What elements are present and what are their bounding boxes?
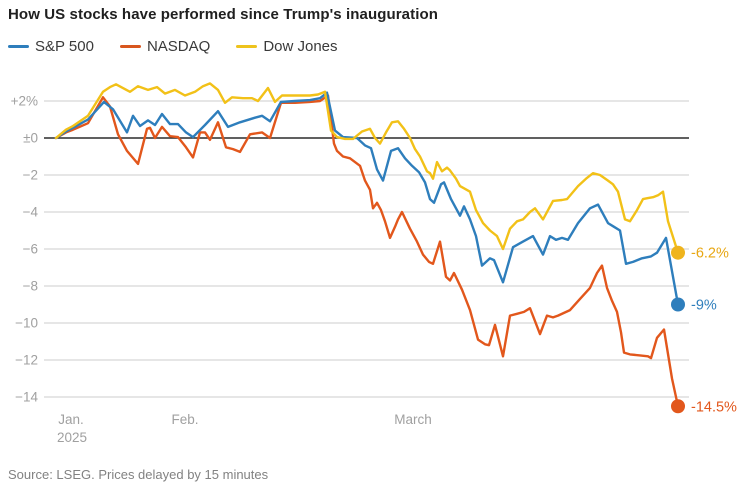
series-end-label: -6.2% (691, 246, 729, 262)
legend-label: NASDAQ (146, 38, 211, 55)
y-tick-label: −8 (23, 279, 38, 294)
legend-label: S&P 500 (35, 38, 94, 55)
legend-swatch (8, 45, 29, 48)
series-line (54, 82, 680, 254)
chart-title: How US stocks have performed since Trump… (8, 6, 438, 23)
x-axis-labels: Jan. 2025 Feb. March (57, 412, 432, 445)
series-end-dot (671, 399, 685, 414)
source-note: Source: LSEG. Prices delayed by 15 minut… (8, 467, 269, 482)
legend-label: Dow Jones (263, 38, 338, 55)
y-tick-label: ±0 (23, 131, 38, 146)
x-tick-label: March (394, 412, 432, 427)
series-end-dot (671, 245, 685, 260)
series-line (54, 91, 680, 306)
legend-item-nasdaq: NASDAQ (119, 38, 211, 55)
line-chart: +2% ±0 −2 −4 −6 −8 −10 −12 −14 Jan. 2025 Feb. March -… (11, 82, 737, 445)
legend-swatch (236, 45, 258, 48)
gridlines (44, 100, 689, 398)
legend: S&P 500 NASDAQ Dow Jones (8, 38, 338, 55)
y-tick-label: −12 (15, 353, 38, 368)
y-tick-label: −6 (23, 242, 38, 257)
series-end-dot (671, 297, 685, 312)
y-tick-label: +2% (11, 94, 38, 109)
y-tick-label: −4 (23, 205, 39, 220)
x-tick-label: Jan. (58, 412, 84, 427)
legend-swatch (119, 45, 141, 48)
series-line (54, 94, 680, 408)
x-tick-sublabel: 2025 (57, 430, 87, 445)
legend-item-dowjones: Dow Jones (236, 38, 338, 55)
y-tick-label: −2 (23, 168, 38, 183)
x-tick-label: Feb. (171, 412, 198, 427)
y-axis-labels: +2% ±0 −2 −4 −6 −8 −10 −12 −14 (11, 94, 39, 405)
y-tick-label: −14 (15, 390, 38, 405)
series-end-label: -9% (691, 298, 717, 314)
y-tick-label: −10 (15, 316, 38, 331)
series-dowjones (54, 82, 680, 254)
series-nasdaq (54, 94, 680, 408)
series-end-label: -14.5% (691, 399, 737, 415)
legend-item-sp500: S&P 500 (8, 38, 94, 55)
series-sp500 (54, 91, 680, 306)
